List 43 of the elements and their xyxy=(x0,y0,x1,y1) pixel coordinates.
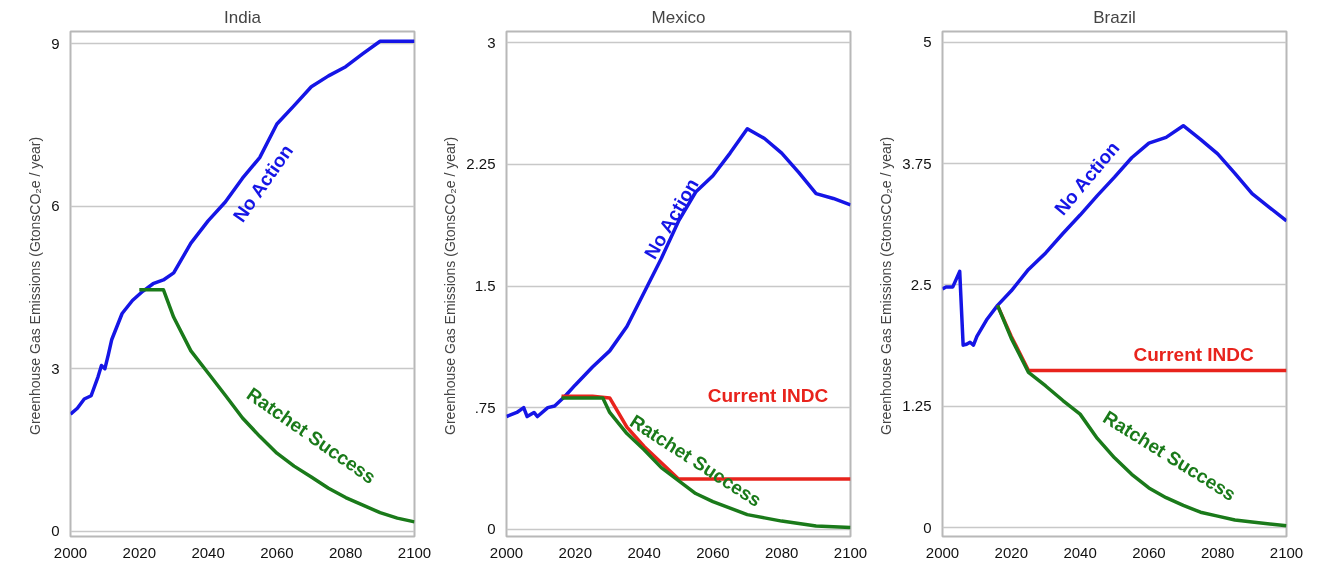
x-tick-label: 2100 xyxy=(397,543,432,561)
chart-title: Brazil xyxy=(1093,7,1136,27)
x-tick-label: 2040 xyxy=(191,543,225,561)
x-tick-label: 2080 xyxy=(1201,543,1235,561)
x-tick-label: 2020 xyxy=(558,543,592,561)
x-tick-label: 2000 xyxy=(489,543,524,561)
chart-title: Mexico xyxy=(651,7,706,27)
x-tick-label: 2060 xyxy=(260,543,294,561)
y-tick-label: 3 xyxy=(51,359,60,377)
y-axis-title: Greenhouse Gas Emissions (GtonsCO₂e / year) xyxy=(27,136,44,435)
series-label: Current INDC xyxy=(1133,344,1255,366)
y-tick-label: 0 xyxy=(923,518,932,536)
y-tick-label: 2.25 xyxy=(466,155,496,173)
x-tick-label: 2040 xyxy=(1063,543,1097,561)
y-tick-label: 1.5 xyxy=(474,277,496,295)
line-series xyxy=(137,287,415,524)
y-tick-label: 9 xyxy=(51,34,60,52)
text: Current INDC xyxy=(707,384,829,406)
y-tick-label: 0 xyxy=(487,520,496,538)
x-tick-label: 2020 xyxy=(122,543,156,561)
line-series xyxy=(995,303,1287,528)
x-tick-label: 2080 xyxy=(329,543,363,561)
x-tick-label: 2100 xyxy=(1269,543,1304,561)
y-axis-title: Greenhouse Gas Emissions (GtonsCO₂e / year) xyxy=(878,136,895,435)
x-tick-label: 2040 xyxy=(627,543,661,561)
line-series xyxy=(942,123,1287,347)
chart-title: India xyxy=(224,7,262,27)
y-tick-label: 3 xyxy=(487,33,496,51)
y-tick-label: 5 xyxy=(923,33,932,51)
x-tick-label: 2100 xyxy=(833,543,868,561)
x-tick-label: 2020 xyxy=(994,543,1028,561)
y-tick-label: 6 xyxy=(51,197,60,215)
x-tick-label: 2000 xyxy=(53,543,88,561)
y-tick-label: 3.75 xyxy=(902,154,932,172)
x-tick-label: 2060 xyxy=(696,543,730,561)
x-tick-label: 2080 xyxy=(765,543,799,561)
x-tick-label: 2060 xyxy=(1132,543,1166,561)
y-tick-label: 1.25 xyxy=(902,397,932,415)
y-tick-label: .75 xyxy=(474,398,496,416)
y-tick-label: 2.5 xyxy=(910,275,932,293)
x-tick-label: 2000 xyxy=(925,543,960,561)
y-tick-label: 0 xyxy=(51,522,60,540)
y-axis-title: Greenhouse Gas Emissions (GtonsCO₂e / year) xyxy=(442,136,459,435)
